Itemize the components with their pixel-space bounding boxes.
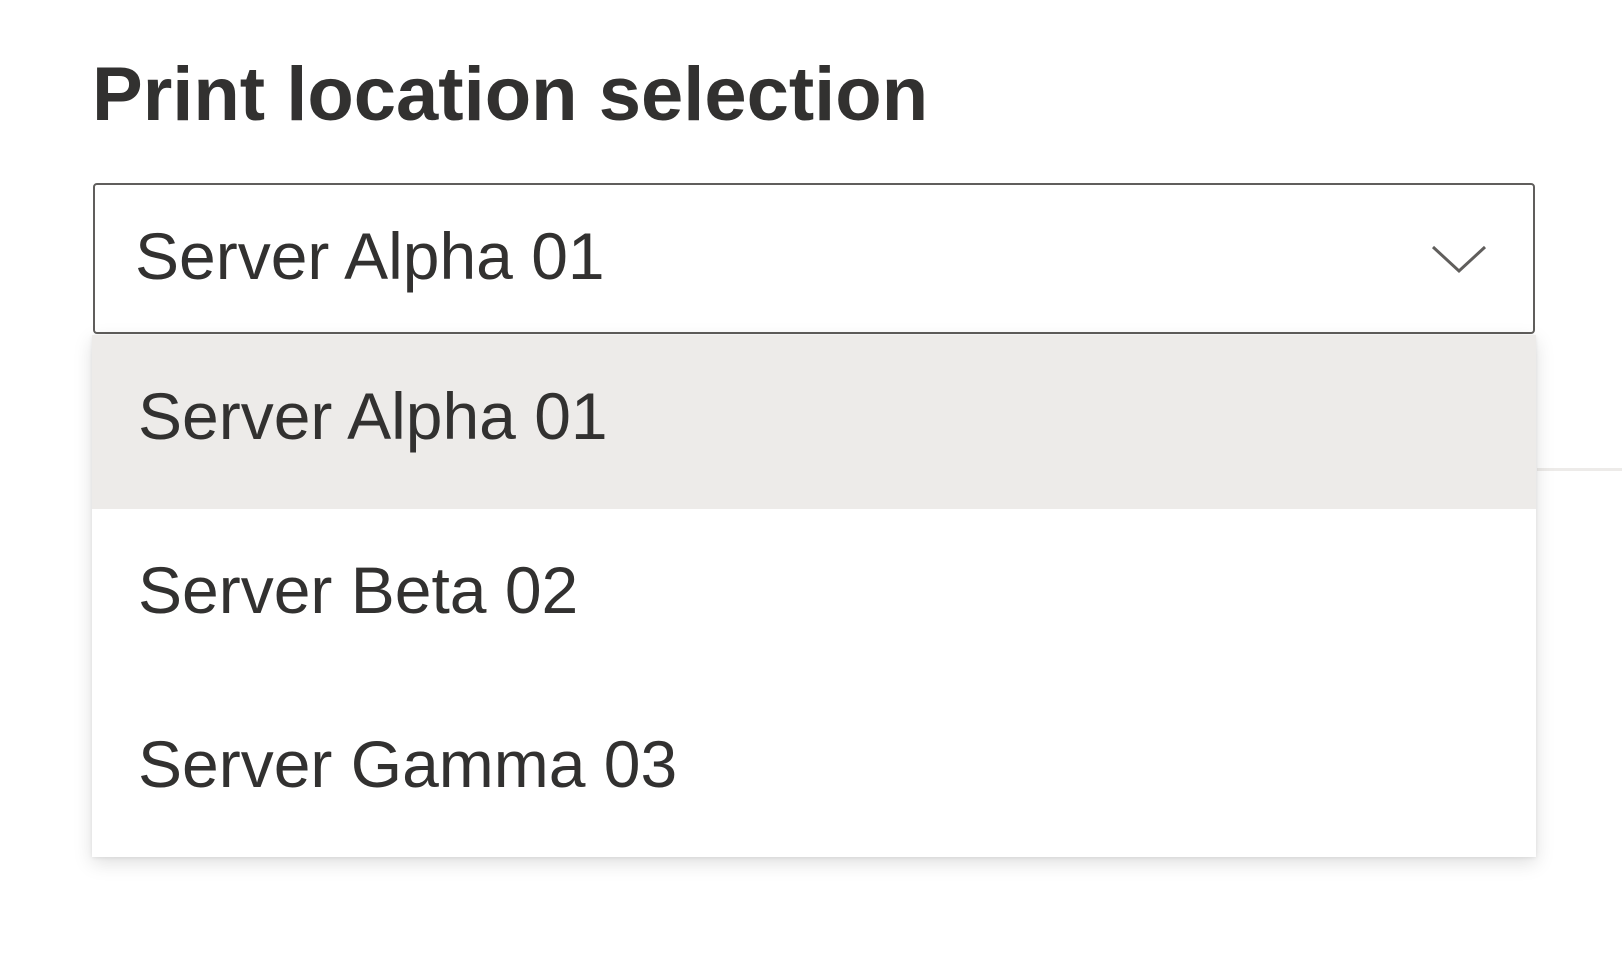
page-title: Print location selection — [92, 52, 929, 137]
print-location-dropdown[interactable]: Server Alpha 01 — [93, 183, 1535, 334]
dropdown-option-server-gamma-03[interactable]: Server Gamma 03 — [138, 727, 678, 801]
dropdown-selected-value: Server Alpha 01 — [135, 219, 605, 293]
divider — [1537, 468, 1622, 471]
dropdown-options-list: Server Alpha 01 Server Beta 02 Server Ga… — [92, 335, 1536, 857]
dropdown-option-server-beta-02[interactable]: Server Beta 02 — [138, 553, 579, 627]
chevron-down-icon[interactable] — [1429, 241, 1489, 277]
dropdown-option-server-alpha-01[interactable]: Server Alpha 01 — [92, 335, 1536, 509]
